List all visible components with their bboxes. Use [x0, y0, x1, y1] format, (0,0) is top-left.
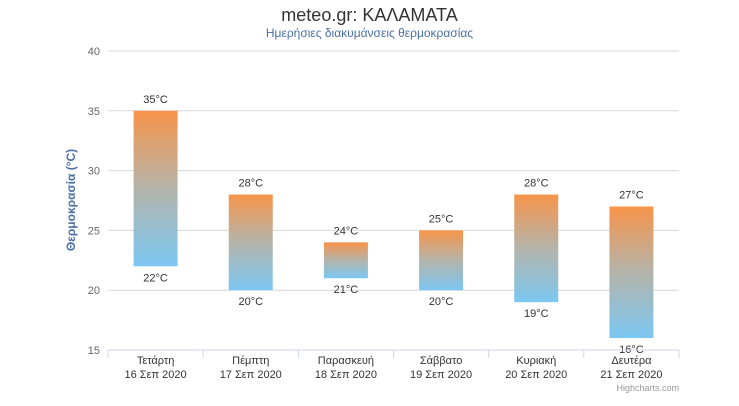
y-tick-label: 20 — [88, 285, 100, 297]
temperature-range-bar[interactable] — [419, 230, 464, 291]
temperature-range-bar[interactable] — [609, 206, 654, 339]
temperature-range-bar[interactable] — [514, 194, 559, 303]
x-tick-date: 21 Σεπ 2020 — [600, 369, 662, 381]
low-temp-label: 20°C — [238, 296, 263, 308]
high-temp-label: 27°C — [619, 189, 644, 201]
bars-group: 35°C 22°C 28°C 20°C 24°C 21°C 25°C 20°C 28°C 19°C… — [133, 94, 654, 356]
temperature-range-bar[interactable] — [228, 194, 273, 291]
low-temp-label: 20°C — [429, 296, 454, 308]
y-tick-label: 25 — [88, 225, 100, 237]
low-temp-label: 21°C — [334, 284, 359, 296]
y-axis-label: Θερμοκρασία (°C) — [64, 149, 78, 251]
x-tick-day: Πέμπτη — [232, 355, 269, 367]
chart-subtitle: Ημερήσιες διακυμάνσεις θερμοκρασίας — [266, 26, 473, 40]
y-tick-label: 30 — [88, 166, 100, 178]
y-tick-label: 35 — [88, 106, 100, 118]
x-tick-date: 19 Σεπ 2020 — [410, 369, 472, 381]
credits-link[interactable]: Highcharts.com — [616, 383, 679, 393]
temperature-range-bar[interactable] — [323, 242, 368, 279]
x-tick-date: 18 Σεπ 2020 — [315, 369, 377, 381]
high-temp-label: 28°C — [238, 178, 263, 190]
temperature-range-bar[interactable] — [133, 110, 178, 267]
low-temp-label: 19°C — [524, 308, 549, 320]
y-tick-label: 15 — [88, 345, 100, 357]
low-temp-label: 22°C — [143, 272, 168, 284]
x-tick-day: Σάββατο — [420, 355, 462, 367]
grid-lines — [108, 50, 679, 291]
x-tick-date: 20 Σεπ 2020 — [505, 369, 567, 381]
chart-title: meteo.gr: ΚΑΛΑΜΑΤΑ — [281, 5, 457, 25]
x-tick-day: Κυριακή — [516, 355, 556, 367]
high-temp-label: 24°C — [334, 225, 359, 237]
high-temp-label: 28°C — [524, 178, 549, 190]
x-tick-day: Δευτέρα — [611, 355, 652, 367]
y-axis-ticks: 15 20 25 30 35 40 — [88, 46, 100, 357]
x-tick-date: 17 Σεπ 2020 — [220, 369, 282, 381]
x-tick-day: Παρασκευή — [318, 355, 374, 367]
x-tick-date: 16 Σεπ 2020 — [125, 369, 187, 381]
x-tick-day: Τετάρτη — [137, 355, 175, 367]
high-temp-label: 35°C — [143, 94, 168, 106]
y-tick-label: 40 — [88, 46, 100, 58]
x-axis: Τετάρτη 16 Σεπ 2020 Πέμπτη 17 Σεπ 2020 Παρασ… — [107, 349, 680, 381]
high-temp-label: 25°C — [429, 213, 454, 225]
